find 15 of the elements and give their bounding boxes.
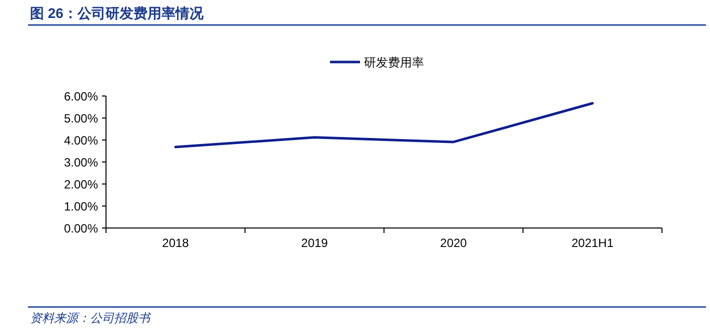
- line-series: [174, 102, 594, 148]
- y-tick-label: 5.00%: [64, 112, 98, 126]
- y-tick-label: 2.00%: [64, 178, 98, 192]
- chart-title: 图 26：公司研发费用率情况: [30, 5, 204, 21]
- y-tick-label: 6.00%: [64, 90, 98, 104]
- x-tick-label: 2020: [440, 236, 468, 250]
- legend-label: 研发费用率: [364, 56, 424, 70]
- y-tick-label: 4.00%: [64, 134, 98, 148]
- text: 资料来源：公司招股书: [30, 311, 152, 325]
- y-tick-label: 3.00%: [64, 156, 98, 170]
- y-tick-label: 0.00%: [64, 222, 98, 236]
- y-tick-label: 1.00%: [64, 200, 98, 214]
- x-tick-label: 2019: [301, 236, 328, 250]
- x-tick-label: 2021H1: [571, 236, 614, 250]
- x-tick-label: 2018: [162, 236, 190, 250]
